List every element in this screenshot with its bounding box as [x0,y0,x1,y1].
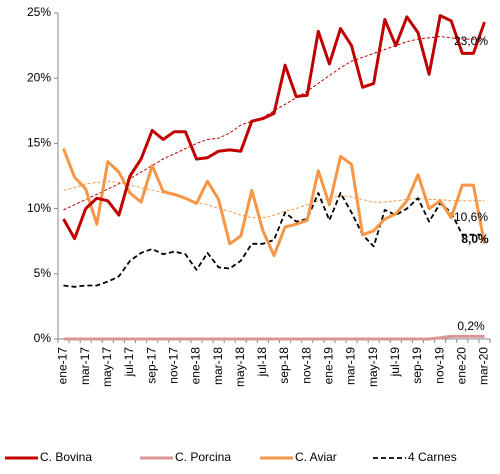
x-tick-label: mar-20 [477,347,491,385]
y-tick-label: 20% [27,70,51,84]
x-tick-label: ene-18 [189,347,203,385]
x-tick-label: sep-19 [410,347,424,384]
legend-label: C. Aviar [295,450,337,464]
y-tick-label: 10% [27,201,51,215]
x-tick-label: may-18 [233,347,247,387]
series-line [63,334,485,341]
annotation: 0,2% [457,319,485,333]
trend-line [63,35,485,211]
x-tick-label: nov-17 [166,347,180,384]
x-tick-label: jul-17 [122,347,136,378]
series-line [62,148,486,257]
x-tick-label: nov-18 [299,347,313,384]
x-tick-label: may-17 [100,347,114,387]
y-tick-label: 5% [34,266,52,280]
annotation: 10,6% [454,210,488,224]
legend-label: C. Bovina [40,450,92,464]
x-tick-label: jul-19 [388,347,402,378]
y-tick-label: 15% [27,136,51,150]
x-tick-label: mar-19 [344,347,358,385]
trend-line [63,180,485,219]
x-tick-label: ene-19 [322,347,336,385]
annotation: 8,0% [461,232,489,246]
y-tick-label: 25% [27,5,51,19]
x-tick-label: nov-19 [432,347,446,384]
x-tick-label: ene-20 [454,347,468,385]
x-tick-label: mar-17 [78,347,92,385]
legend-label: 4 Carnes [408,450,457,464]
series-line [62,14,486,241]
x-tick-label: mar-18 [211,347,225,385]
y-tick-label: 0% [34,331,52,345]
annotation: 23,0% [454,34,488,48]
x-tick-label: may-19 [366,347,380,387]
x-tick-label: jul-18 [255,347,269,378]
x-tick-label: sep-17 [144,347,158,384]
x-tick-label: sep-18 [277,347,291,384]
series-line [63,192,485,288]
legend-label: C. Porcina [175,450,231,464]
x-tick-label: ene-17 [56,347,70,385]
